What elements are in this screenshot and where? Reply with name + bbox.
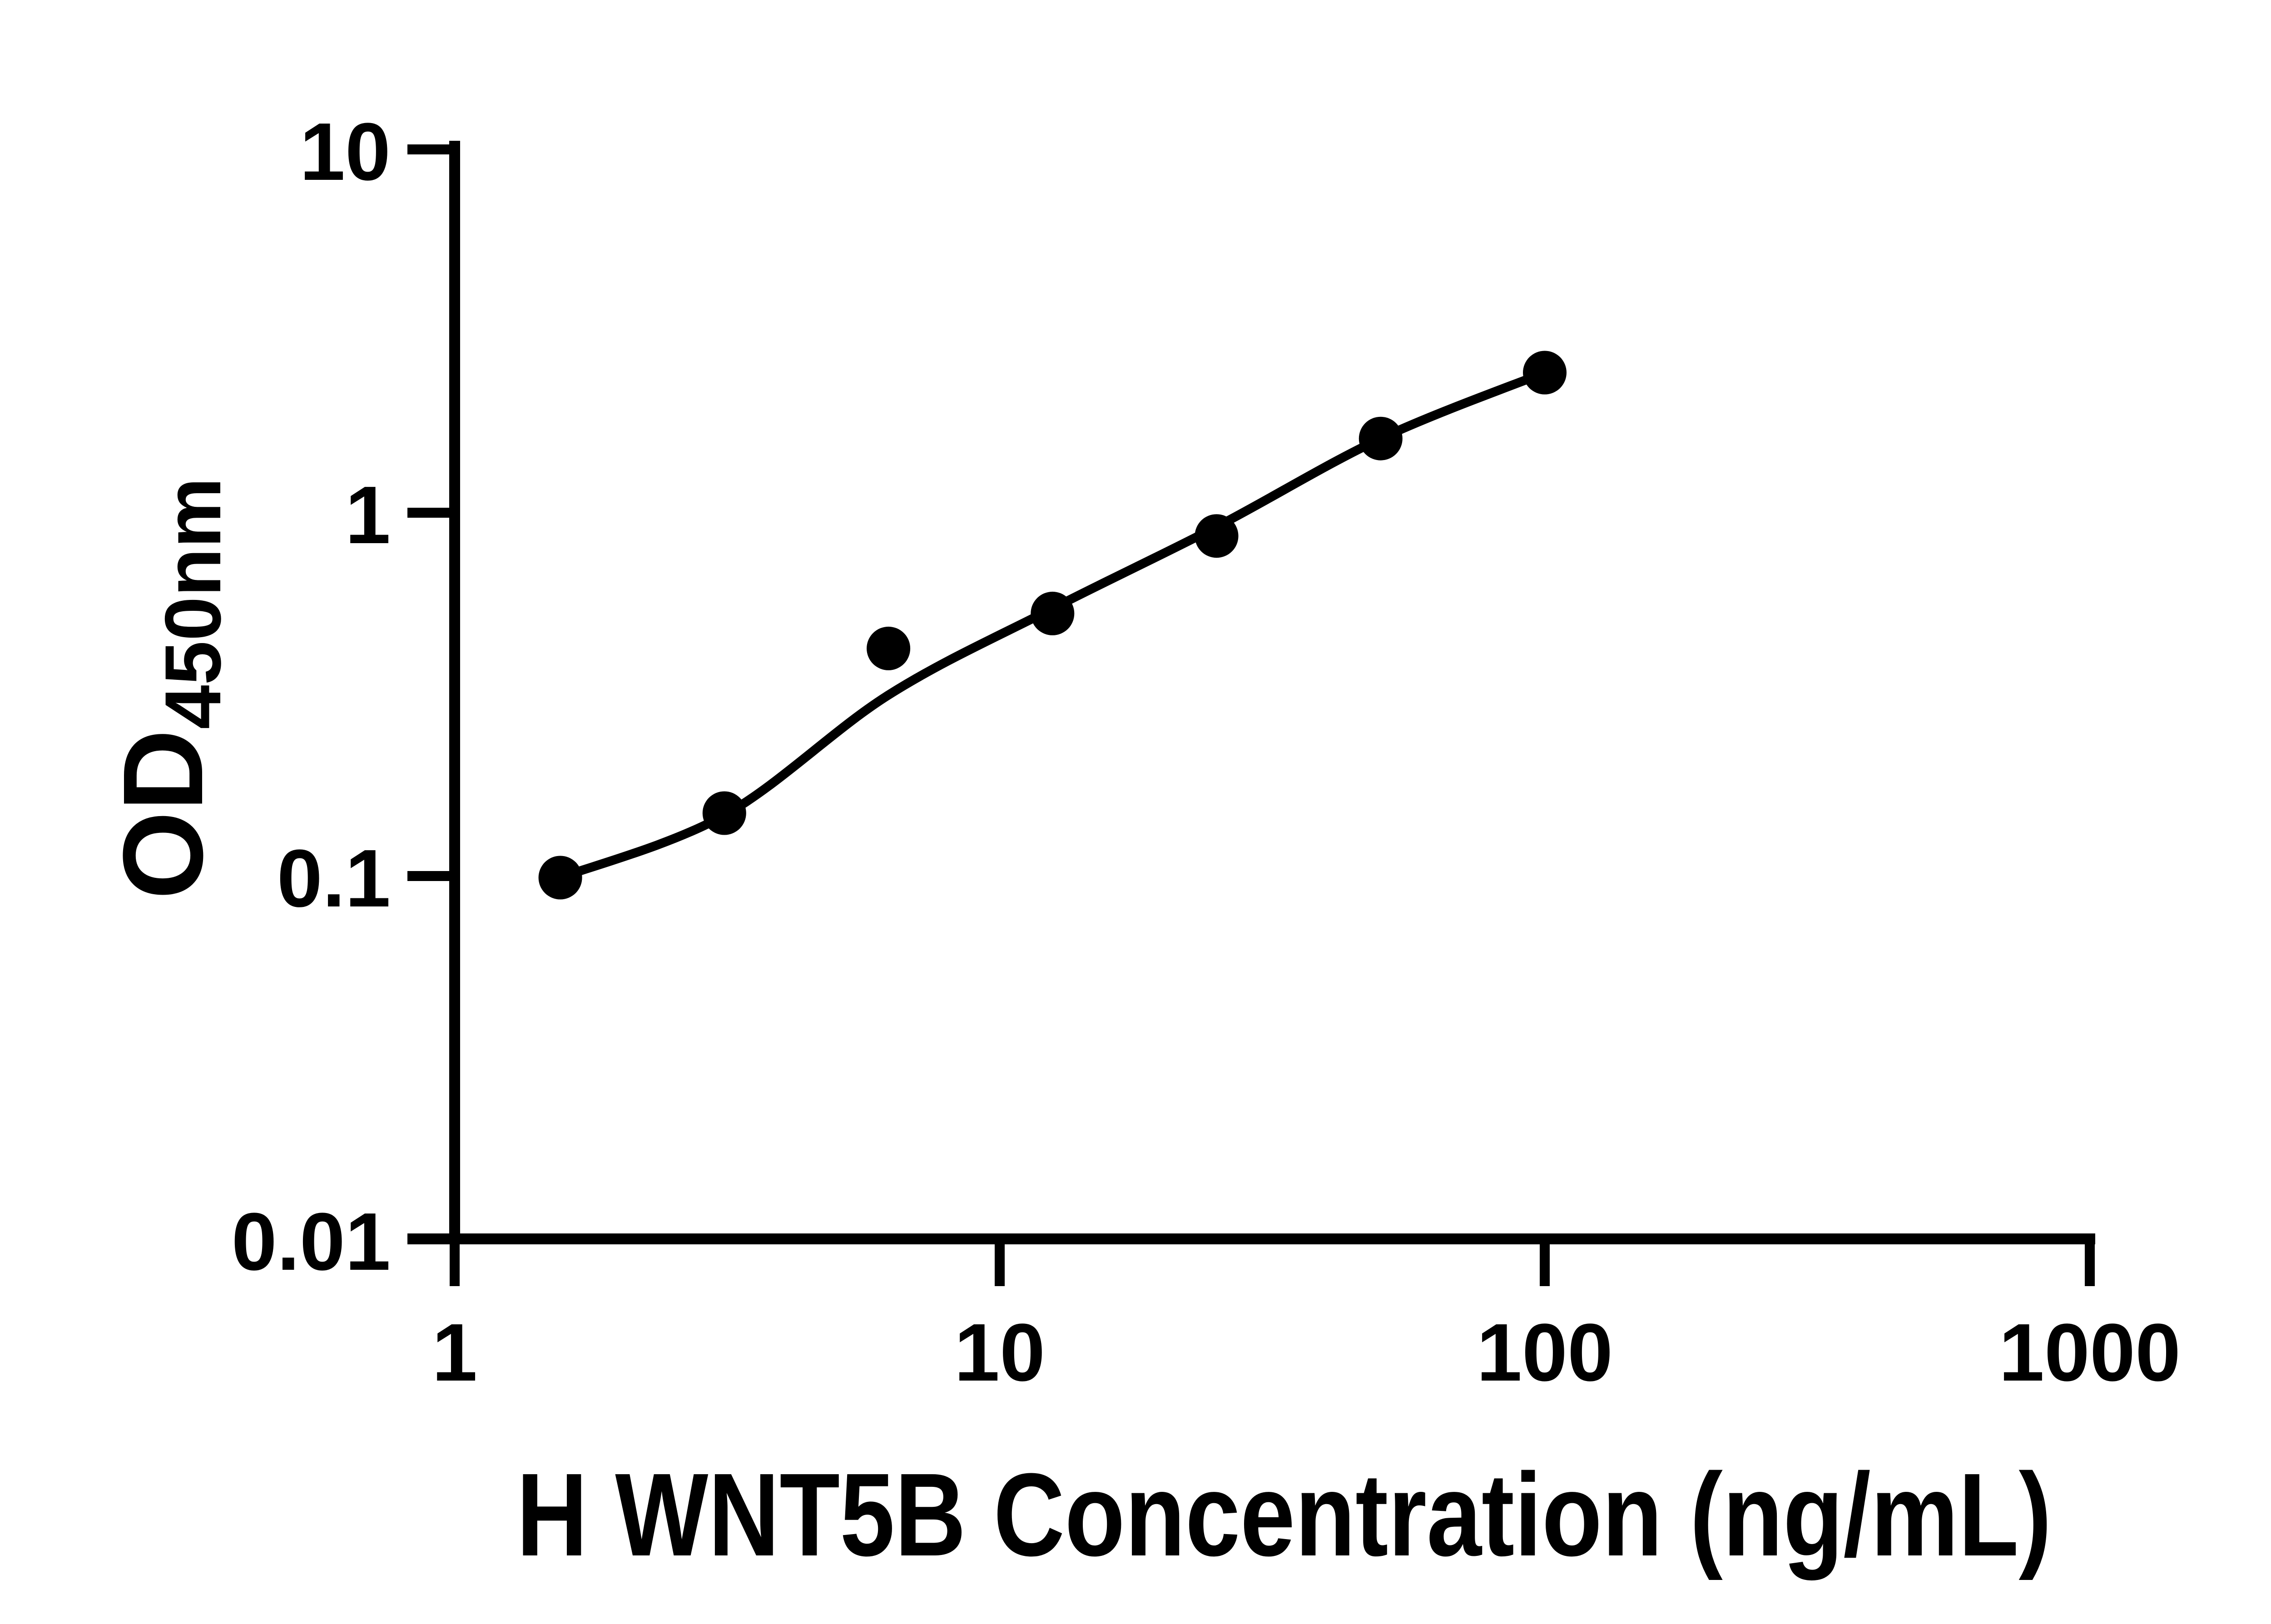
y-tick-label-10: 10	[300, 106, 391, 198]
y-tick-1	[407, 508, 449, 518]
data-point	[867, 626, 911, 670]
x-tick-label-1000: 1000	[1999, 1307, 2181, 1398]
x-axis-title: H WNT5B Concentration (ng/mL)	[516, 1449, 2052, 1581]
x-axis-line	[407, 1233, 2095, 1244]
x-tick-1000	[2085, 1244, 2095, 1286]
y-tick-10	[407, 144, 449, 154]
y-tick-label-0-1: 0.1	[277, 833, 391, 924]
data-point	[702, 791, 746, 835]
x-tick-10	[995, 1244, 1005, 1286]
y-axis-title-base: OD	[99, 729, 226, 900]
y-axis-title-subscript: 450nm	[149, 477, 238, 729]
y-tick-label-0-01: 0.01	[232, 1196, 391, 1287]
data-point	[1359, 416, 1403, 460]
y-tick-label-1: 1	[345, 470, 391, 561]
y-axis: 10 1 0.1 0.01	[232, 106, 460, 1287]
y-axis-title: OD450nm	[99, 477, 238, 899]
x-axis: 1 10 100 1000	[407, 1233, 2181, 1398]
x-tick-label-10: 10	[954, 1307, 1045, 1398]
y-tick-0-1	[407, 871, 449, 881]
x-tick-label-100: 100	[1477, 1307, 1613, 1398]
data-point	[1031, 591, 1075, 635]
data-point	[538, 856, 582, 900]
data-point	[1523, 351, 1567, 395]
x-tick-100	[1540, 1244, 1550, 1286]
data-point	[1195, 514, 1239, 558]
data-points-group	[538, 351, 1567, 900]
x-tick-label-1: 1	[432, 1307, 477, 1398]
x-tick-1	[450, 1244, 460, 1286]
y-axis-line	[449, 141, 460, 1244]
